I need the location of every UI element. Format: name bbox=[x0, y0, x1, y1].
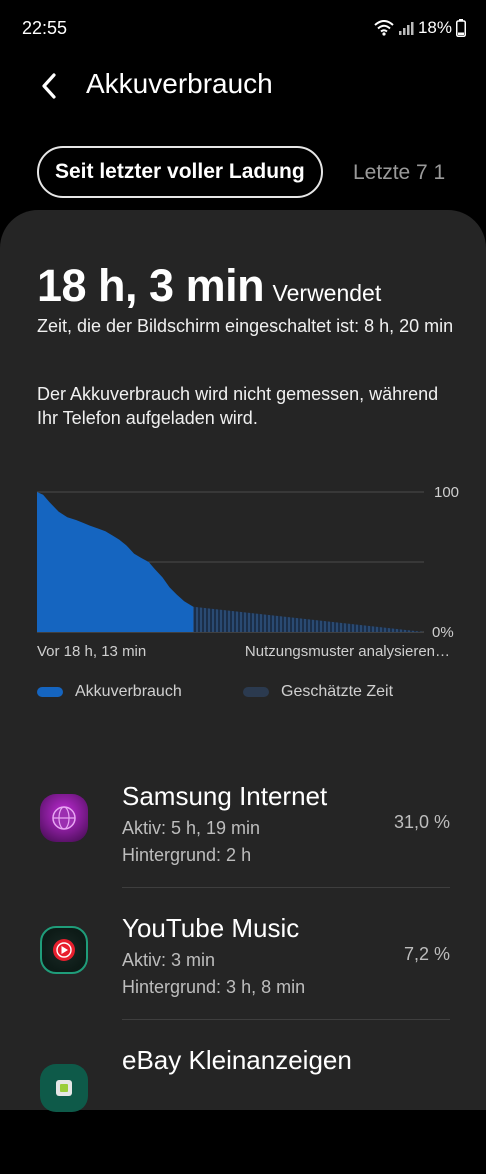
globe-icon bbox=[52, 806, 76, 830]
samsung-internet-icon bbox=[40, 794, 88, 842]
legend-estimated: Geschätzte Zeit bbox=[243, 680, 393, 704]
x-end-label: Nutzungsmuster analysieren… bbox=[245, 643, 450, 660]
app-bar: Akkuverbrauch bbox=[0, 58, 486, 114]
estimated-area bbox=[193, 606, 424, 632]
legend-label-estimated: Geschätzte Zeit bbox=[281, 683, 394, 700]
page-title: Akkuverbrauch bbox=[86, 68, 273, 99]
status-time: 22:55 bbox=[22, 18, 68, 38]
usage-suffix: Verwendet bbox=[272, 280, 382, 306]
status-bar: 22:55 18% bbox=[0, 0, 486, 58]
price-tag-icon bbox=[56, 1080, 72, 1096]
battery-icon bbox=[456, 19, 466, 37]
ebay-kleinanzeigen-icon bbox=[40, 1064, 88, 1112]
legend-swatch-estimated bbox=[243, 687, 269, 697]
app-name: Samsung Internet bbox=[122, 781, 328, 811]
x-start-label: Vor 18 h, 13 min bbox=[37, 643, 146, 660]
app-name: YouTube Music bbox=[122, 913, 300, 943]
battery-percent: 18% bbox=[417, 18, 452, 37]
back-arrow-icon bbox=[42, 73, 56, 99]
tab-last-7-days[interactable]: Letzte 7 1 bbox=[353, 161, 446, 184]
signal-icon bbox=[398, 22, 414, 35]
usage-summary: 18 h, 3 min Verwendet bbox=[37, 260, 381, 312]
measured-area bbox=[37, 492, 194, 632]
app-usage-percent: 31,0 % bbox=[393, 812, 450, 832]
usage-time: 18 h, 3 min bbox=[37, 260, 265, 311]
app-background-time: Hintergrund: 2 h bbox=[122, 845, 252, 865]
list-divider bbox=[122, 1019, 450, 1020]
legend-label-measured: Akkuverbrauch bbox=[75, 683, 182, 700]
wifi-icon bbox=[374, 20, 394, 36]
charging-note: Der Akkuverbrauch wird nicht gemessen, w… bbox=[37, 384, 439, 428]
youtube-music-icon bbox=[40, 926, 88, 974]
legend-measured: Akkuverbrauch bbox=[37, 680, 182, 704]
screen-on-time: Zeit, die der Bildschirm eingeschaltet i… bbox=[37, 316, 454, 336]
battery-chart: 100 0% Vor 18 h, 13 min Nutzungsmuster a… bbox=[37, 484, 459, 660]
app-active-time: Aktiv: 5 h, 19 min bbox=[122, 818, 261, 838]
back-button[interactable] bbox=[30, 66, 70, 106]
status-icons: 18% bbox=[374, 16, 466, 40]
list-divider bbox=[122, 887, 450, 888]
tab-since-full-charge[interactable]: Seit letzter voller Ladung bbox=[37, 146, 323, 198]
legend-swatch-measured bbox=[37, 687, 63, 697]
app-row-youtube-music[interactable]: YouTube Music Aktiv: 3 min Hintergrund: … bbox=[0, 912, 486, 1042]
play-icon bbox=[53, 939, 75, 961]
app-row-samsung-internet[interactable]: Samsung Internet Aktiv: 5 h, 19 min Hint… bbox=[0, 780, 486, 910]
y-tick-label-0: 0% bbox=[432, 624, 454, 641]
battery-usage-card: 18 h, 3 min Verwendet Zeit, die der Bild… bbox=[0, 210, 486, 1112]
app-name: eBay Kleinanzeigen bbox=[122, 1045, 352, 1075]
app-active-time: Aktiv: 3 min bbox=[122, 950, 216, 970]
app-usage-percent: 7,2 % bbox=[403, 944, 450, 964]
period-tabs: Seit letzter voller Ladung Letzte 7 1 bbox=[0, 146, 486, 200]
app-background-time: Hintergrund: 3 h, 8 min bbox=[122, 977, 306, 997]
app-row-ebay-kleinanzeigen[interactable]: eBay Kleinanzeigen bbox=[0, 1044, 486, 1174]
y-tick-label-100: 100 bbox=[434, 484, 459, 501]
